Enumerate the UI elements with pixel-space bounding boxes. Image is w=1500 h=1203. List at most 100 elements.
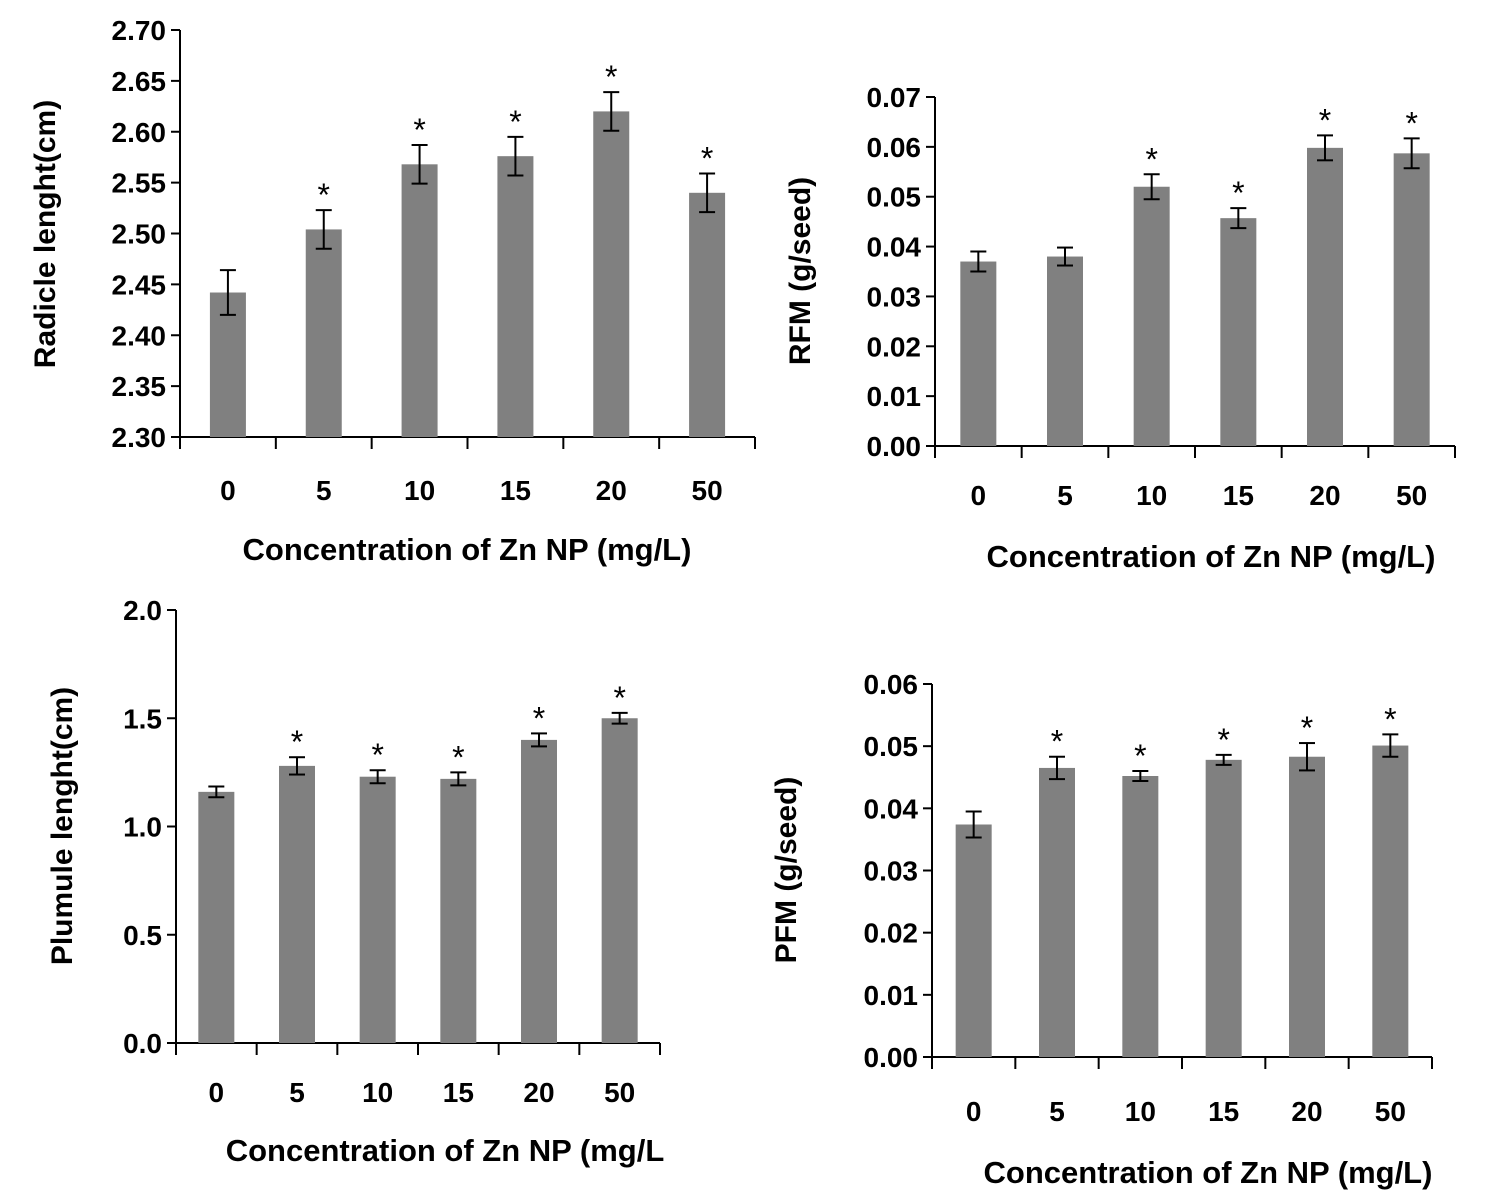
significance-marker: * xyxy=(413,112,425,148)
panel-plumule-length: Concentration of Zn NP (mg/L 0.0 0.5 1.0 1.… xyxy=(46,595,664,1168)
significance-marker: * xyxy=(701,140,713,176)
y-tick-label: 2.50 xyxy=(112,219,167,250)
y-tick-label: 0.02 xyxy=(867,331,922,362)
bar-0 xyxy=(198,791,235,1043)
panel-rfm: Concentration of Zn NP (mg/L) 0.00 0.01 0.… xyxy=(784,82,1456,574)
significance-marker: * xyxy=(533,700,545,736)
significance-marker: * xyxy=(1384,701,1396,737)
x-tick-label-20: 20 xyxy=(1309,480,1340,511)
significance-marker: * xyxy=(1301,710,1313,746)
y-tick-label: 0.00 xyxy=(867,431,922,462)
significance-marker: * xyxy=(1319,102,1331,138)
y-tick-label: 2.45 xyxy=(112,269,167,300)
y-tick-label: 0.05 xyxy=(864,731,919,762)
x-axis-label: Concentration of Zn NP (mg/L) xyxy=(987,539,1436,574)
y-tick-label: 2.35 xyxy=(112,371,167,402)
y-axis-label: Plumule lenght(cm) xyxy=(46,687,79,965)
panel-pfm: Concentration of Zn NP (mg/L) 0.00 0.01 0.… xyxy=(770,669,1433,1190)
x-tick-label-10: 10 xyxy=(1136,480,1167,511)
x-tick-label-0: 0 xyxy=(966,1096,982,1127)
significance-marker: * xyxy=(613,680,625,716)
x-tick-label-15: 15 xyxy=(443,1077,474,1108)
x-tick-label-0: 0 xyxy=(220,475,236,506)
y-axis-label: Radicle lenght(cm) xyxy=(29,100,62,368)
bar-15 xyxy=(1220,218,1257,446)
x-tick-label-0: 0 xyxy=(971,480,987,511)
y-axis-label: PFM (g/seed) xyxy=(770,777,803,964)
y-tick-label: 0.01 xyxy=(864,980,919,1011)
x-tick-label-5: 5 xyxy=(316,475,332,506)
x-tick-label-20: 20 xyxy=(1291,1096,1322,1127)
bar-50 xyxy=(1393,153,1430,447)
significance-marker: * xyxy=(452,739,464,775)
y-tick-label: 0.04 xyxy=(864,793,919,824)
y-tick-label: 2.0 xyxy=(123,595,162,626)
bar-0 xyxy=(209,292,246,437)
y-tick-label: 0.06 xyxy=(864,669,919,700)
x-axis-label: Concentration of Zn NP (mg/L) xyxy=(243,532,692,567)
x-axis-label: Concentration of Zn NP (mg/L xyxy=(226,1133,665,1168)
bar-15 xyxy=(440,778,477,1043)
significance-marker: * xyxy=(291,724,303,760)
significance-marker: * xyxy=(509,104,521,140)
y-tick-label: 0.03 xyxy=(867,281,922,312)
y-tick-label: 0.04 xyxy=(867,232,922,263)
x-tick-label-20: 20 xyxy=(596,475,627,506)
significance-marker: * xyxy=(1145,141,1157,177)
x-tick-label-50: 50 xyxy=(1375,1096,1406,1127)
significance-marker: * xyxy=(1405,105,1417,141)
x-tick-label-5: 5 xyxy=(289,1077,305,1108)
significance-marker: * xyxy=(1134,738,1146,774)
bar-50 xyxy=(1372,745,1409,1057)
bar-50 xyxy=(689,192,726,437)
bar-20 xyxy=(1307,147,1343,446)
y-tick-label: 2.55 xyxy=(112,168,167,199)
x-tick-label-15: 15 xyxy=(1223,480,1254,511)
significance-marker: * xyxy=(1051,724,1063,760)
y-tick-label: 0.03 xyxy=(864,856,919,887)
y-tick-label: 0.05 xyxy=(867,182,922,213)
bar-15 xyxy=(1205,759,1242,1057)
bar-50 xyxy=(601,718,638,1043)
y-tick-label: 2.40 xyxy=(112,320,167,351)
x-tick-label-5: 5 xyxy=(1049,1096,1065,1127)
significance-marker: * xyxy=(318,177,330,213)
bar-0 xyxy=(955,824,992,1057)
x-tick-label-0: 0 xyxy=(209,1077,225,1108)
bar-5 xyxy=(1039,767,1075,1057)
bar-5 xyxy=(279,765,315,1043)
y-tick-label: 0.00 xyxy=(864,1042,919,1073)
x-tick-label-15: 15 xyxy=(1208,1096,1239,1127)
x-tick-label-50: 50 xyxy=(604,1077,635,1108)
x-axis-label: Concentration of Zn NP (mg/L) xyxy=(984,1155,1433,1190)
bar-10 xyxy=(359,776,396,1043)
x-tick-label-10: 10 xyxy=(404,475,435,506)
y-tick-label: 0.07 xyxy=(867,82,922,113)
significance-marker: * xyxy=(605,59,617,95)
bar-10 xyxy=(401,164,438,437)
bar-10 xyxy=(1122,776,1159,1057)
bar-10 xyxy=(1133,186,1170,446)
bar-20 xyxy=(1289,756,1325,1057)
x-tick-label-20: 20 xyxy=(523,1077,554,1108)
y-tick-label: 2.65 xyxy=(112,66,167,97)
bar-5 xyxy=(1047,256,1083,446)
bar-20 xyxy=(521,739,557,1043)
y-tick-label: 0.0 xyxy=(123,1028,162,1059)
x-tick-label-50: 50 xyxy=(1396,480,1427,511)
x-tick-label-5: 5 xyxy=(1057,480,1073,511)
y-axis-label: RFM (g/seed) xyxy=(784,177,817,365)
panel-radicle-length: Concentration of Zn NP (mg/L) 2.30 2.35 2.… xyxy=(29,15,756,567)
x-tick-label-50: 50 xyxy=(692,475,723,506)
y-tick-label: 2.60 xyxy=(112,117,167,148)
bar-0 xyxy=(960,261,997,446)
y-tick-label: 1.0 xyxy=(123,812,162,843)
y-tick-label: 2.70 xyxy=(112,15,167,46)
x-tick-label-10: 10 xyxy=(362,1077,393,1108)
significance-marker: * xyxy=(371,737,383,773)
y-tick-label: 1.5 xyxy=(123,703,162,734)
y-tick-label: 0.5 xyxy=(123,920,162,951)
y-tick-label: 0.02 xyxy=(864,918,919,949)
y-tick-label: 0.01 xyxy=(867,381,922,412)
